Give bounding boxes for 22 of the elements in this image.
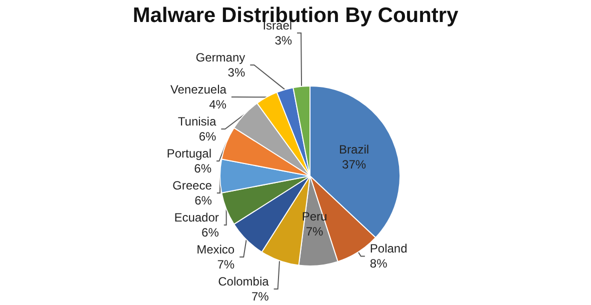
slice-label: Mexico xyxy=(196,242,235,256)
data-label: 7% xyxy=(251,290,270,304)
data-label: 3% xyxy=(274,34,292,48)
slice-label: Ecuador xyxy=(174,210,219,224)
data-label: 37% xyxy=(342,157,366,172)
slice-label: Greece xyxy=(172,178,212,192)
slice-label: Tunisia xyxy=(178,114,216,128)
slice-label: Brazil xyxy=(339,142,370,156)
data-label: 3% xyxy=(228,66,246,80)
slice-label: Colombia xyxy=(218,274,270,288)
data-label: 7% xyxy=(306,224,324,238)
data-label: 6% xyxy=(194,194,212,208)
data-label: 4% xyxy=(209,98,227,112)
slice-label: Germany xyxy=(196,50,246,64)
slice-label: Poland xyxy=(370,242,408,256)
data-label: 7% xyxy=(217,258,235,272)
slice-label: Venezuela xyxy=(170,82,227,96)
data-label: 6% xyxy=(202,226,220,240)
slice-label: Portugal xyxy=(166,146,212,160)
data-label: 8% xyxy=(370,256,388,271)
data-label: 6% xyxy=(198,130,216,144)
data-label: 6% xyxy=(194,162,212,176)
